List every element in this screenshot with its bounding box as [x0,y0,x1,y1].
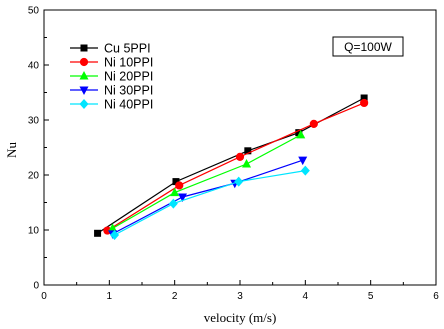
legend-marker [79,71,89,80]
legend-item: Cu 5PPI [70,42,151,56]
data-point [175,181,184,190]
legend-item: Ni 20PPI [70,70,153,84]
data-point [360,98,369,108]
legend-label: Ni 40PPI [104,98,153,112]
data-point [300,165,310,176]
y-tick-label: 50 [28,6,40,17]
series-line [112,134,302,229]
x-tick-label: 3 [237,291,243,302]
x-tick-label: 6 [433,291,439,302]
series-line [112,159,303,235]
data-point [168,198,178,209]
data-point [110,229,120,240]
legend-label: Ni 10PPI [104,56,153,70]
legend-marker [79,86,89,95]
y-tick-label: 30 [28,116,40,127]
legend-label: Ni 30PPI [104,84,153,98]
series-3 [108,129,306,232]
annotation-box [332,36,404,57]
x-tick-label: 0 [41,291,47,302]
data-point [178,193,188,202]
data-point [235,152,245,161]
series-line [114,170,306,236]
axis-ticks: 0 1 2 3 4 5 6 0 10 20 30 40 50 [28,6,439,303]
y-tick-label: 20 [28,171,40,182]
y-axis-title: Nu [4,142,19,158]
data-point [244,147,252,155]
data-point [295,129,303,137]
legend-item: Ni 30PPI [70,84,153,98]
y-tick-label: 40 [28,61,40,72]
data-point [94,229,102,237]
data-point [108,223,118,232]
series-5 [110,165,310,240]
series-group [94,94,369,240]
y-tick-label: 0 [33,281,39,292]
data-point [309,119,318,128]
legend-item: Ni 10PPI [70,56,153,70]
legend-label: Cu 5PPI [104,42,151,56]
data-point [170,187,180,197]
data-point [242,159,252,168]
data-point [360,94,368,102]
legend-label: Ni 20PPI [104,70,153,84]
legend-marker [79,99,89,109]
y-tick-label: 10 [28,226,40,237]
x-tick-label: 4 [303,291,309,302]
legend-marker [79,57,89,67]
data-point [172,178,180,186]
data-point [296,129,306,139]
x-tick-label: 1 [107,291,113,302]
x-tick-label: 5 [368,291,374,302]
data-point [234,176,244,187]
data-point [298,156,308,166]
legend-marker [80,44,88,52]
x-tick-label: 2 [172,291,178,302]
annotation-label: Q=100W [344,40,392,54]
legend-item: Ni 40PPI [70,98,153,112]
x-axis-title: velocity (m/s) [204,310,277,325]
